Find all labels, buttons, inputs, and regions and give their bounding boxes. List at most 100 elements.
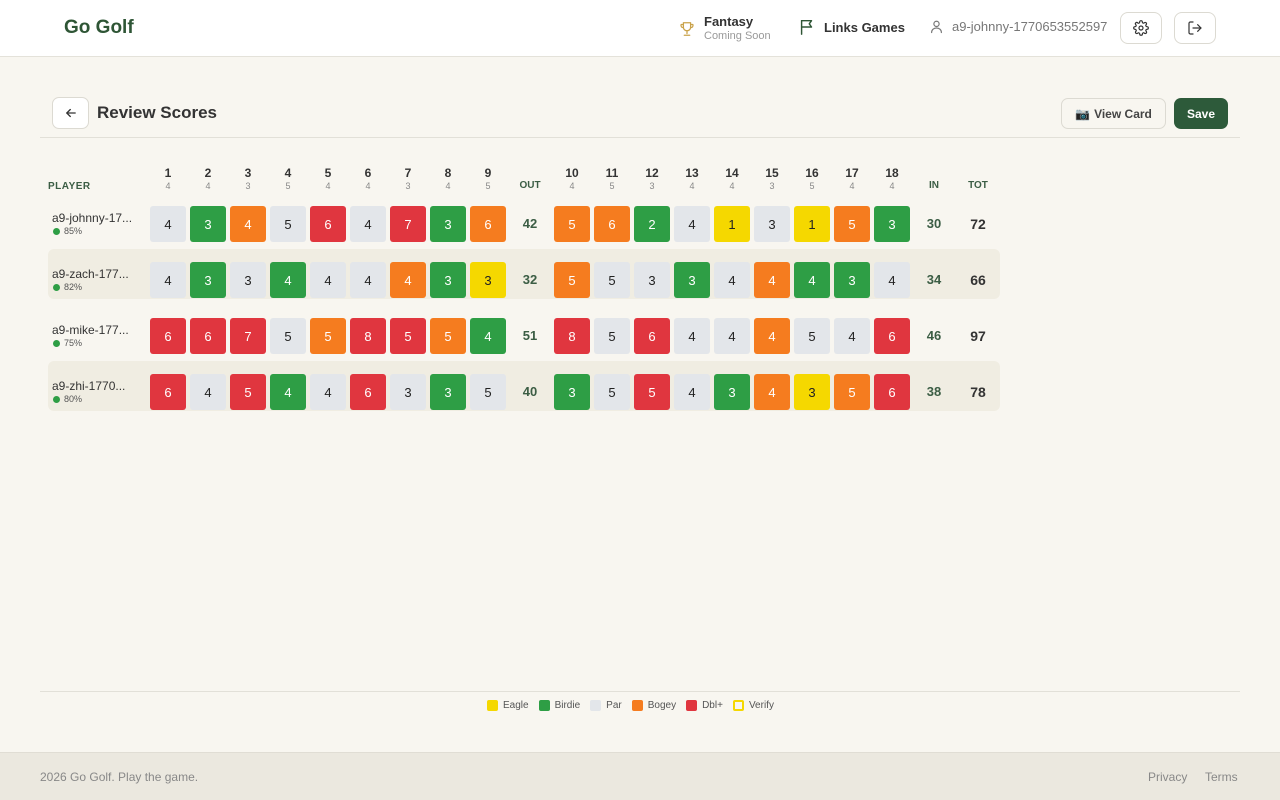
score-cell[interactable]: 5 [594,318,630,354]
score-cell[interactable]: 3 [834,262,870,298]
score-cell[interactable]: 4 [150,262,186,298]
hole-number: 14 [725,166,739,180]
score-cell[interactable]: 5 [430,318,466,354]
player-name[interactable]: a9-zach-177... [52,267,129,281]
score-cell[interactable]: 3 [794,374,830,410]
hole-header-12: 12 3 [634,166,670,192]
score-cell[interactable]: 5 [794,318,830,354]
score-cell[interactable]: 6 [310,206,346,242]
player-completion: 82% [53,282,82,292]
score-cell[interactable]: 6 [594,206,630,242]
player-completion: 85% [53,226,82,236]
view-card-button[interactable]: 📷 View Card [1061,98,1166,129]
score-cell[interactable]: 5 [270,206,306,242]
score-cell[interactable]: 3 [430,262,466,298]
score-cell[interactable]: 8 [554,318,590,354]
score-cell[interactable]: 4 [470,318,506,354]
player-name[interactable]: a9-johnny-17... [52,211,133,225]
score-cell[interactable]: 3 [634,262,670,298]
score-cell[interactable]: 4 [270,262,306,298]
score-cell[interactable]: 6 [350,374,386,410]
terms-link[interactable]: Terms [1205,770,1238,784]
score-cell[interactable]: 6 [470,206,506,242]
score-cell[interactable]: 3 [190,206,226,242]
score-cell[interactable]: 5 [390,318,426,354]
score-cell[interactable]: 6 [150,374,186,410]
score-cell[interactable]: 5 [554,262,590,298]
score-cell[interactable]: 4 [834,318,870,354]
score-cell[interactable]: 3 [390,374,426,410]
back-button[interactable] [52,97,89,129]
score-cell[interactable]: 1 [714,206,750,242]
score-cell[interactable]: 5 [470,374,506,410]
hole-number: 8 [444,166,452,180]
score-cell[interactable]: 4 [674,318,710,354]
hole-header-18: 18 4 [874,166,910,192]
score-cell[interactable]: 4 [714,318,750,354]
score-cell[interactable]: 5 [310,318,346,354]
score-cell[interactable]: 3 [430,374,466,410]
score-cell[interactable]: 4 [754,262,790,298]
player-name[interactable]: a9-mike-177... [52,323,129,337]
score-cell[interactable]: 3 [430,206,466,242]
legend-label: Eagle [503,700,529,711]
score-cell[interactable]: 5 [594,262,630,298]
score-cell[interactable]: 6 [634,318,670,354]
score-cell[interactable]: 4 [390,262,426,298]
hole-number: 18 [885,166,899,180]
score-cell[interactable]: 7 [230,318,266,354]
score-cell[interactable]: 3 [230,262,266,298]
score-cell[interactable]: 4 [754,318,790,354]
brand-logo[interactable]: Go Golf [64,17,134,38]
score-cell[interactable]: 4 [754,374,790,410]
score-cell[interactable]: 3 [554,374,590,410]
score-cell[interactable]: 5 [834,206,870,242]
score-cell[interactable]: 4 [674,374,710,410]
hole-number: 9 [484,166,492,180]
player-name[interactable]: a9-zhi-1770... [52,379,126,393]
score-cell[interactable]: 3 [714,374,750,410]
score-cell[interactable]: 5 [834,374,870,410]
score-cell[interactable]: 3 [754,206,790,242]
score-cell[interactable]: 5 [230,374,266,410]
score-cell[interactable]: 4 [350,262,386,298]
score-cell[interactable]: 3 [190,262,226,298]
nav-user[interactable]: a9-johnny-1770653552597 [929,19,1107,34]
score-cell[interactable]: 4 [874,262,910,298]
score-cell[interactable]: 5 [554,206,590,242]
logout-button[interactable] [1174,12,1216,44]
score-cell[interactable]: 4 [310,262,346,298]
save-button[interactable]: Save [1174,98,1228,129]
score-cell[interactable]: 5 [270,318,306,354]
score-cell[interactable]: 4 [674,206,710,242]
score-cell[interactable]: 2 [634,206,670,242]
score-cell[interactable]: 1 [794,206,830,242]
score-cell[interactable]: 3 [874,206,910,242]
nav-fantasy-sub: Coming Soon [704,30,771,42]
score-cell[interactable]: 6 [874,374,910,410]
score-cell[interactable]: 5 [634,374,670,410]
score-cell[interactable]: 3 [470,262,506,298]
score-cell[interactable]: 4 [230,206,266,242]
score-cell[interactable]: 6 [190,318,226,354]
score-cell[interactable]: 4 [310,374,346,410]
nav-fantasy[interactable]: Fantasy Coming Soon [678,14,771,43]
score-cell[interactable]: 8 [350,318,386,354]
score-cell[interactable]: 4 [794,262,830,298]
settings-button[interactable] [1120,12,1162,44]
completion-percent: 80% [64,394,83,404]
score-cell[interactable]: 4 [714,262,750,298]
privacy-link[interactable]: Privacy [1148,770,1188,784]
score-cell[interactable]: 6 [874,318,910,354]
score-cell[interactable]: 4 [350,206,386,242]
score-cell[interactable]: 4 [190,374,226,410]
score-cell[interactable]: 6 [150,318,186,354]
score-cell[interactable]: 3 [674,262,710,298]
score-cell[interactable]: 4 [270,374,306,410]
score-cell[interactable]: 4 [150,206,186,242]
nav-links-games[interactable]: Links Games [798,18,905,36]
score-cell[interactable]: 5 [594,374,630,410]
score-cell[interactable]: 7 [390,206,426,242]
